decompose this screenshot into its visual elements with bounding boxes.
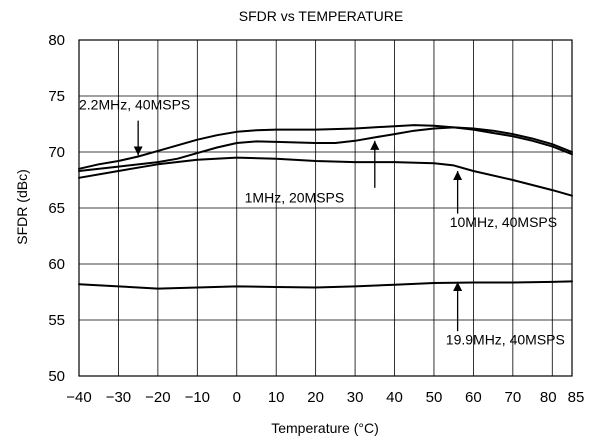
x-tick-label: 30 bbox=[347, 389, 364, 406]
y-tick-label: 50 bbox=[48, 368, 65, 385]
grid bbox=[79, 40, 572, 376]
y-tick-label: 60 bbox=[48, 256, 65, 273]
x-tick-label: −30 bbox=[106, 389, 131, 406]
series-annotation-label: 10MHz, 40MSPS bbox=[450, 214, 557, 230]
series-line bbox=[78, 126, 573, 172]
x-tick-label: 80 bbox=[540, 389, 557, 406]
plot-frame bbox=[78, 39, 573, 377]
x-tick-label: 85 bbox=[568, 389, 585, 406]
x-tick-label: 60 bbox=[465, 389, 482, 406]
x-axis-label: Temperature (°C) bbox=[271, 420, 379, 436]
x-tick-label: 20 bbox=[307, 389, 324, 406]
y-tick-label: 65 bbox=[48, 200, 65, 217]
series-annotation-label: 2.2MHz, 40MSPS bbox=[79, 96, 190, 112]
series-annotation-label: 1MHz, 20MSPS bbox=[245, 189, 345, 205]
series-annotation-label: 19.9MHz, 40MSPS bbox=[446, 332, 565, 348]
y-axis-label: SFDR (dBc) bbox=[14, 169, 30, 244]
y-tick-labels: 50 55 60 65 70 75 80 bbox=[48, 32, 65, 385]
x-tick-label: 0 bbox=[233, 389, 241, 406]
series-line bbox=[78, 156, 573, 197]
series-line bbox=[78, 280, 573, 290]
chart-title: SFDR vs TEMPERATURE bbox=[239, 8, 403, 24]
series-layer bbox=[78, 124, 573, 290]
x-tick-label: −10 bbox=[185, 389, 210, 406]
x-tick-label: −40 bbox=[66, 389, 91, 406]
x-tick-label: −20 bbox=[145, 389, 170, 406]
y-tick-label: 80 bbox=[48, 32, 65, 49]
x-tick-label: 40 bbox=[386, 389, 403, 406]
annotations: 2.2MHz, 40MSPS 1MHz, 20MSPS 10MHz, 40MSPS 1… bbox=[79, 96, 565, 347]
x-tick-label: 50 bbox=[426, 389, 443, 406]
y-tick-label: 75 bbox=[48, 88, 65, 105]
x-tick-label: 10 bbox=[268, 389, 285, 406]
x-tick-labels: −40 −30 −20 −10 0 10 20 30 40 50 60 70 80 85 bbox=[66, 389, 584, 406]
y-tick-label: 70 bbox=[48, 144, 65, 161]
x-tick-label: 70 bbox=[504, 389, 521, 406]
series-line bbox=[78, 124, 573, 170]
y-tick-label: 55 bbox=[48, 312, 65, 329]
